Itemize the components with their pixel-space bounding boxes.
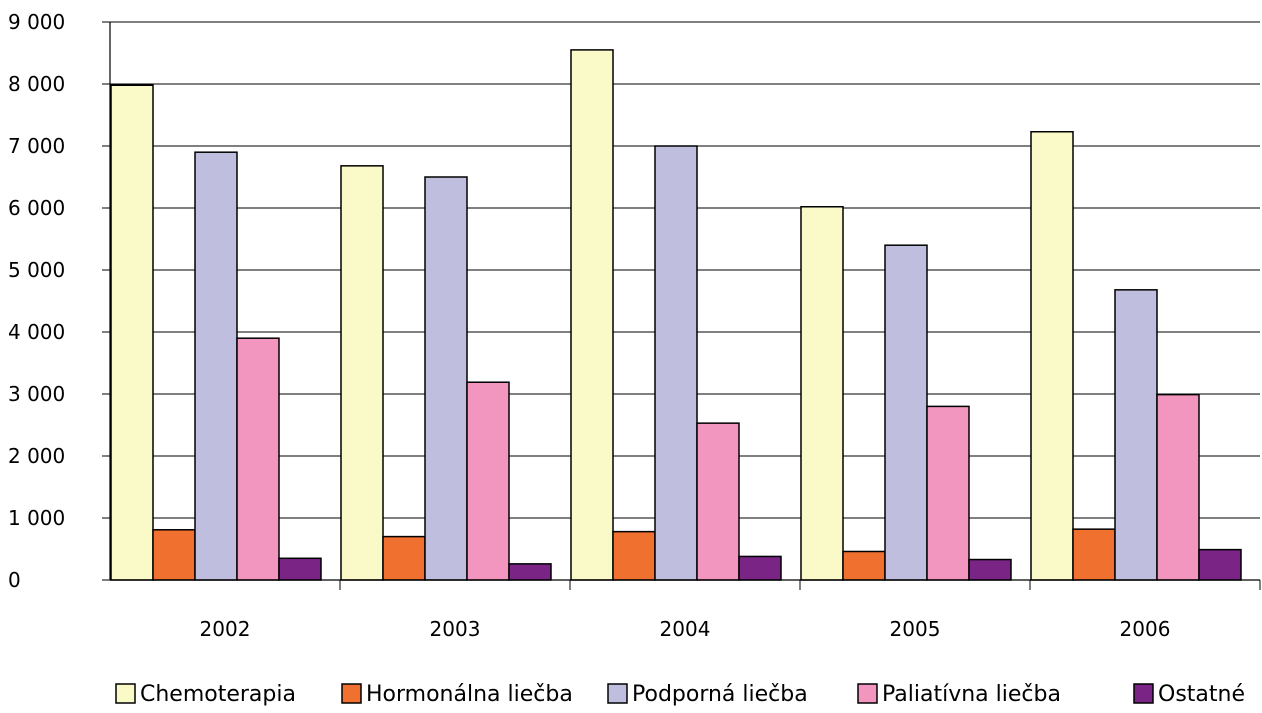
legend-swatch [1133,683,1154,704]
bar-2-2005 [842,550,886,581]
bar-5-2003 [508,563,552,581]
bar-3-2004 [654,145,698,581]
legend-swatch [857,683,878,704]
y-axis-tick-labels: 0 1 000 2 000 3 000 4 000 5 000 6 000 7 000 8 00… [8,10,65,592]
bar-4-2002 [236,337,280,581]
x-tick-label: 2002 [200,617,251,641]
y-tick-label: 2 000 [8,444,65,468]
x-tick-label: 2003 [430,617,481,641]
bar-3-2003 [424,176,468,581]
y-tick-label: 6 000 [8,196,65,220]
legend-swatch [607,683,628,704]
y-tick-label: 5 000 [8,258,65,282]
bars [110,49,1242,581]
legend: Chemoterapia Hormonálna liečba Podporná li… [115,682,1245,707]
bar-1-2003 [340,165,384,581]
y-tick-label: 9 000 [8,10,65,34]
y-tick-label: 3 000 [8,382,65,406]
bar-5-2005 [968,558,1012,581]
y-tick-label: 0 [8,568,21,592]
axes [102,21,1261,590]
x-tick-label: 2006 [1120,617,1171,641]
legend-label: Chemoterapia [140,682,296,707]
y-tick-label: 4 000 [8,320,65,344]
x-tick-label: 2005 [890,617,941,641]
y-tick-label: 1 000 [8,506,65,530]
legend-swatch [115,683,136,704]
bar-2-2004 [612,530,656,581]
legend-label: Ostatné [1158,682,1245,707]
bar-1-2002 [110,84,154,581]
bar-3-2002 [194,151,238,581]
bar-3-2005 [884,244,928,581]
x-tick-label: 2004 [660,617,711,641]
legend-label: Podporná liečba [632,682,808,707]
legend-swatch [341,683,362,704]
bar-4-2006 [1156,393,1200,581]
bar-2-2002 [152,529,196,581]
legend-label: Hormonálna liečba [366,682,573,707]
bar-1-2006 [1030,130,1074,581]
bar-4-2005 [926,405,970,581]
bar-5-2006 [1198,548,1242,581]
bar-1-2005 [800,206,844,581]
bar-2-2006 [1072,528,1116,581]
bar-5-2002 [278,557,322,581]
legend-label: Paliatívna liečba [882,682,1061,707]
x-axis-tick-labels: 2002 2003 2004 2005 2006 [200,617,1171,641]
bar-3-2006 [1114,289,1158,581]
y-tick-label: 7 000 [8,134,65,158]
bar-4-2004 [696,422,740,581]
y-tick-label: 8 000 [8,72,65,96]
bar-5-2004 [738,555,782,581]
bar-4-2003 [466,381,510,581]
bar-1-2004 [570,49,614,581]
bar-2-2003 [382,535,426,581]
